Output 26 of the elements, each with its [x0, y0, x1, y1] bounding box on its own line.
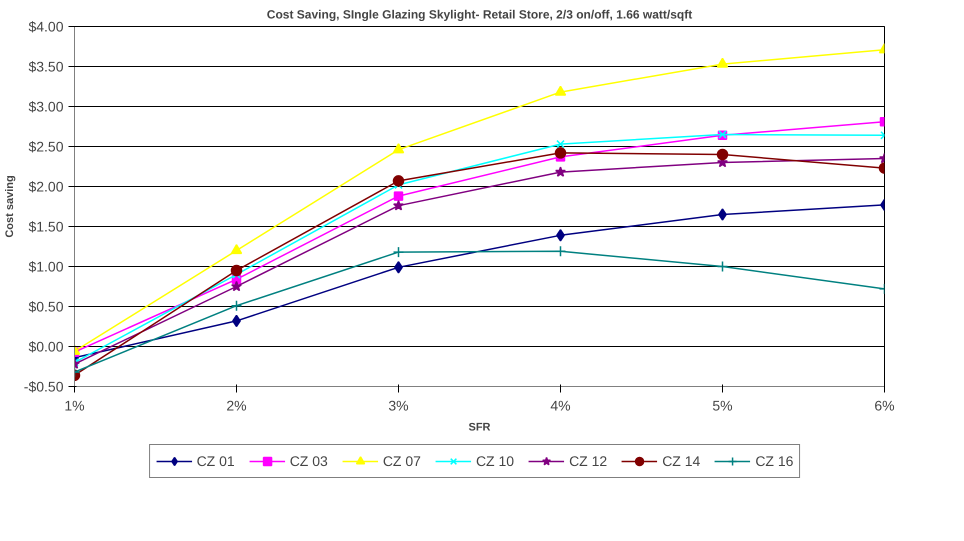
y-tick-label: $3.50 — [28, 58, 64, 74]
y-tick-label: $1.00 — [28, 258, 64, 274]
y-tick-label: -$0.50 — [24, 378, 64, 394]
y-tick-label: $2.00 — [28, 178, 64, 194]
y-tick-label: $4.00 — [28, 18, 64, 34]
x-tick-label: 2% — [226, 398, 247, 414]
y-tick-label: $3.00 — [28, 98, 64, 114]
y-tick-label: $0.00 — [28, 338, 64, 354]
y-tick-label: $1.50 — [28, 218, 64, 234]
x-axis-title: SFR — [468, 422, 491, 434]
x-tick-label: 6% — [874, 398, 895, 414]
x-tick-label: 5% — [712, 398, 733, 414]
y-tick-label: $0.50 — [28, 298, 64, 314]
y-axis-title: Cost saving — [4, 175, 16, 238]
x-tick-label: 3% — [388, 398, 409, 414]
y-tick-label: $2.50 — [28, 138, 64, 154]
legend-label: CZ 01 — [196, 453, 235, 469]
legend-label: CZ 14 — [662, 453, 700, 469]
legend-label: CZ 07 — [382, 453, 421, 469]
chart-title: Cost Saving, SIngle Glazing Skylight- Retail Store, 2/3 on/off, 1.66 watt/sqft — [266, 8, 692, 22]
x-tick-label: 1% — [64, 398, 85, 414]
legend-label: CZ 12 — [569, 453, 608, 469]
legend-label: CZ 16 — [755, 453, 794, 469]
legend-label: CZ 03 — [290, 453, 328, 469]
legend-label: CZ 10 — [476, 453, 514, 469]
x-tick-label: 4% — [550, 398, 571, 414]
